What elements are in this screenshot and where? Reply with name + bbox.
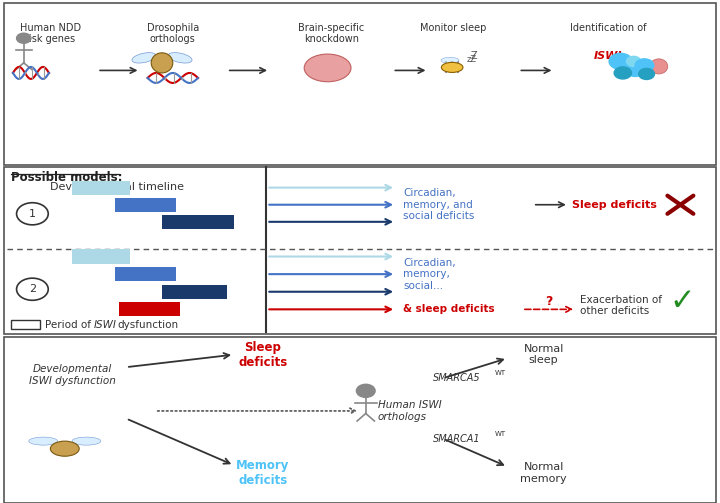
Text: & sleep deficits: & sleep deficits xyxy=(403,304,495,314)
Circle shape xyxy=(635,59,654,72)
Circle shape xyxy=(626,56,641,66)
Ellipse shape xyxy=(151,53,173,73)
Ellipse shape xyxy=(650,59,668,74)
Circle shape xyxy=(609,53,632,69)
Ellipse shape xyxy=(132,53,156,63)
Circle shape xyxy=(625,62,645,76)
Ellipse shape xyxy=(441,62,463,72)
Text: WT: WT xyxy=(495,370,505,376)
Text: Possible models:: Possible models: xyxy=(11,171,122,184)
Text: Monitor sleep: Monitor sleep xyxy=(420,23,487,33)
Text: 1: 1 xyxy=(29,209,36,219)
Text: Identification of: Identification of xyxy=(570,23,647,33)
Text: ISWI: ISWI xyxy=(594,51,623,61)
Ellipse shape xyxy=(72,437,101,445)
Bar xyxy=(162,285,227,299)
Bar xyxy=(119,302,180,316)
Ellipse shape xyxy=(305,54,351,82)
Text: ?: ? xyxy=(545,295,552,308)
Text: Drosophila
orthologs: Drosophila orthologs xyxy=(147,23,199,44)
Text: zZ: zZ xyxy=(467,55,477,64)
Bar xyxy=(115,198,176,212)
Ellipse shape xyxy=(168,53,192,63)
Text: Human NDD
risk genes: Human NDD risk genes xyxy=(20,23,81,44)
Ellipse shape xyxy=(441,57,459,63)
Text: Brain-specific
knockdown: Brain-specific knockdown xyxy=(298,23,364,44)
Text: Memory
deficits: Memory deficits xyxy=(236,459,289,487)
Text: Exacerbation of
other deficits: Exacerbation of other deficits xyxy=(580,295,662,316)
Text: Period of: Period of xyxy=(45,320,94,330)
Text: Circadian,
memory,
social...: Circadian, memory, social... xyxy=(403,258,456,291)
Text: Z: Z xyxy=(471,51,477,61)
Text: Developmental timeline: Developmental timeline xyxy=(50,182,184,192)
Bar xyxy=(72,181,130,195)
Text: ISWI: ISWI xyxy=(94,320,117,330)
Circle shape xyxy=(17,33,31,43)
Bar xyxy=(162,215,234,229)
Bar xyxy=(4,337,716,503)
Text: SMARCA1: SMARCA1 xyxy=(433,434,481,444)
Text: 2: 2 xyxy=(29,284,36,294)
Circle shape xyxy=(356,384,375,397)
Bar xyxy=(115,267,176,281)
Text: dysfunction: dysfunction xyxy=(117,320,179,330)
Text: Normal
memory: Normal memory xyxy=(521,462,567,483)
Text: ⬜: ⬜ xyxy=(18,31,32,55)
Text: Sleep
deficits: Sleep deficits xyxy=(238,341,287,369)
Bar xyxy=(72,249,130,264)
Text: Human ISWI
orthologs: Human ISWI orthologs xyxy=(378,400,441,422)
Bar xyxy=(4,167,716,334)
Text: Developmental
ISWI dysfunction: Developmental ISWI dysfunction xyxy=(29,364,115,385)
Text: WT: WT xyxy=(495,431,505,437)
Circle shape xyxy=(614,67,631,79)
Circle shape xyxy=(639,68,654,79)
Text: Normal
sleep: Normal sleep xyxy=(523,344,564,365)
Text: Circadian,
memory, and
social deficits: Circadian, memory, and social deficits xyxy=(403,188,474,221)
Ellipse shape xyxy=(29,437,58,445)
Ellipse shape xyxy=(50,441,79,456)
Text: SMARCA5: SMARCA5 xyxy=(433,373,481,383)
Bar xyxy=(11,320,40,329)
Text: Sleep deficits: Sleep deficits xyxy=(572,200,657,210)
Bar xyxy=(4,3,716,165)
Text: ✓: ✓ xyxy=(670,287,696,316)
